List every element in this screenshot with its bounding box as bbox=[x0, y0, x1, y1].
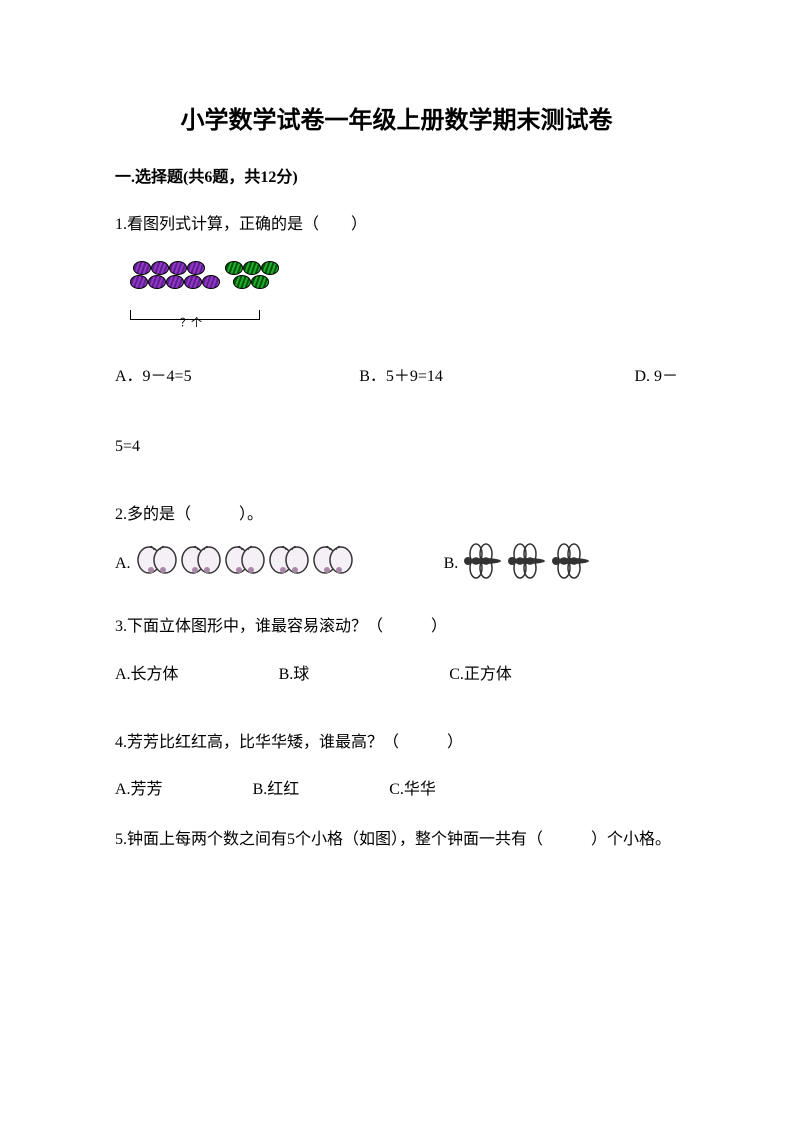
page-title: 小学数学试卷一年级上册数学期末测试卷 bbox=[115, 100, 678, 135]
melon-icon bbox=[251, 275, 269, 289]
q1-image: ？个 bbox=[115, 257, 678, 332]
q4-option-b: B.红红 bbox=[253, 770, 300, 810]
question-4: 4.芳芳比红红高，比华华矮，谁最高？（ ） A.芳芳 B.红红 C.华华 bbox=[115, 725, 678, 810]
butterfly-icon bbox=[136, 542, 178, 580]
dragonfly-group bbox=[463, 542, 593, 580]
q3-option-b: B.球 bbox=[279, 655, 310, 695]
q3-text: 3.下面立体图形中，谁最容易滚动？（ ） bbox=[115, 609, 678, 644]
q1-option-d: D. 9－ bbox=[634, 357, 678, 397]
question-1: 1.看图列式计算，正确的是（ ） ？个 A．9－4=5 B．5＋9=14 bbox=[115, 207, 678, 467]
q4-option-c: C.华华 bbox=[389, 770, 436, 810]
q1-text: 1.看图列式计算，正确的是（ ） bbox=[115, 207, 678, 242]
melon-icon bbox=[225, 261, 243, 275]
melon-icon bbox=[202, 275, 220, 289]
melon-icon bbox=[130, 275, 148, 289]
melon-icon bbox=[187, 261, 205, 275]
butterfly-icon bbox=[312, 542, 354, 580]
melon-icon bbox=[148, 275, 166, 289]
section-header: 一.选择题(共6题，共12分) bbox=[115, 163, 678, 187]
q1-options: A．9－4=5 B．5＋9=14 D. 9－ bbox=[115, 357, 678, 397]
dragonfly-icon bbox=[463, 542, 505, 580]
butterfly-icon bbox=[180, 542, 222, 580]
melon-icon bbox=[233, 275, 251, 289]
q1-option-b: B．5＋9=14 bbox=[359, 357, 443, 397]
butterfly-icon bbox=[224, 542, 266, 580]
q2-option-a: A. bbox=[115, 542, 354, 584]
q3-option-a: A.长方体 bbox=[115, 655, 179, 695]
melon-icon bbox=[151, 261, 169, 275]
q2-text: 2.多的是（ ）。 bbox=[115, 497, 678, 532]
q3-options: A.长方体 B.球 C.正方体 bbox=[115, 655, 678, 695]
q2-label-a: A. bbox=[115, 544, 131, 584]
melon-icon bbox=[261, 261, 279, 275]
dragonfly-icon bbox=[507, 542, 549, 580]
q3-option-c: C.正方体 bbox=[449, 655, 512, 695]
butterfly-icon bbox=[268, 542, 310, 580]
question-2: 2.多的是（ ）。 A. B. bbox=[115, 497, 678, 584]
q2-label-b: B. bbox=[444, 544, 459, 584]
q4-option-a: A.芳芳 bbox=[115, 770, 163, 810]
q2-options: A. B. bbox=[115, 542, 678, 584]
melon-icon bbox=[243, 261, 261, 275]
q4-options: A.芳芳 B.红红 C.华华 bbox=[115, 770, 678, 810]
butterfly-group bbox=[136, 542, 354, 580]
melon-icon bbox=[169, 261, 187, 275]
melon-icon bbox=[133, 261, 151, 275]
question-5: 5.钟面上每两个数之间有5个小格（如图），整个钟面一共有（ ）个小格。 bbox=[115, 820, 678, 860]
q1-option-d-cont: 5=4 bbox=[115, 427, 678, 467]
melon-icon bbox=[184, 275, 202, 289]
dragonfly-icon bbox=[551, 542, 593, 580]
melon-icon bbox=[166, 275, 184, 289]
bracket-label: ？个 bbox=[180, 310, 202, 338]
question-3: 3.下面立体图形中，谁最容易滚动？（ ） A.长方体 B.球 C.正方体 bbox=[115, 609, 678, 694]
q2-option-b: B. bbox=[444, 542, 594, 584]
q4-text: 4.芳芳比红红高，比华华矮，谁最高？（ ） bbox=[115, 725, 678, 760]
q1-option-a: A．9－4=5 bbox=[115, 357, 192, 397]
